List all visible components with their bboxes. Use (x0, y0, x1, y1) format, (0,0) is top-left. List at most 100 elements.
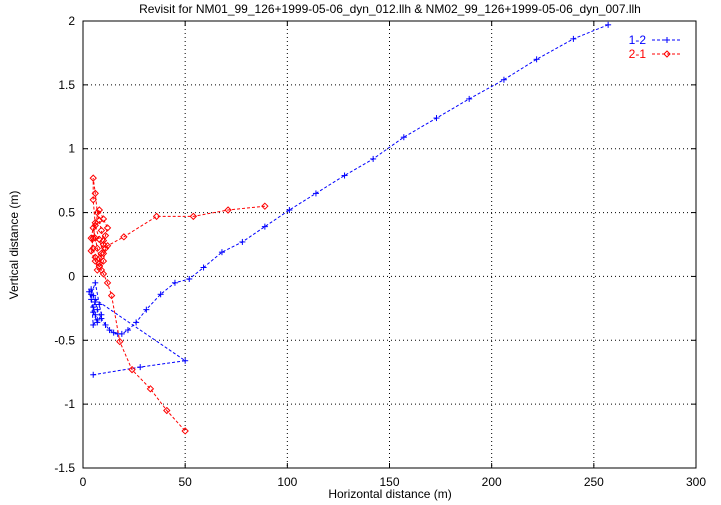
data-point (97, 226, 106, 235)
legend-marker (663, 50, 671, 58)
data-point (116, 337, 124, 346)
data-point (99, 236, 108, 245)
data-point (143, 306, 150, 313)
data-point (107, 291, 116, 300)
series-1 (86, 21, 612, 378)
data-point (99, 249, 108, 258)
legend: 1-22-1 (629, 33, 682, 61)
data-point (103, 279, 112, 287)
data-point (171, 279, 178, 286)
data-point (88, 291, 95, 298)
series-line (90, 178, 265, 432)
data-point (133, 319, 140, 326)
data-point (186, 275, 193, 282)
data-point (146, 385, 155, 393)
data-point (90, 309, 97, 316)
data-point (152, 212, 161, 221)
data-point (128, 365, 136, 374)
data-point (120, 233, 128, 241)
data-point (91, 189, 99, 198)
data-point (370, 155, 377, 162)
plot-area-frame (82, 20, 697, 469)
data-point (95, 262, 104, 270)
data-point (94, 306, 101, 313)
data-point (400, 134, 407, 141)
data-point (110, 329, 117, 336)
x-tick-label: 250 (584, 475, 604, 489)
data-point (99, 240, 108, 249)
series-line (88, 24, 609, 376)
x-tick-label: 50 (178, 475, 192, 489)
y-axis-label: Vertical distance (m) (7, 191, 21, 300)
series-layer (86, 21, 612, 435)
data-point (224, 206, 232, 214)
y-tick-label: 1.5 (58, 78, 75, 92)
data-point (341, 172, 348, 179)
data-point (89, 196, 97, 204)
data-point (181, 427, 189, 435)
y-tick-label: 1 (68, 142, 75, 156)
y-tick-label: -0.5 (54, 333, 75, 347)
data-point (312, 190, 319, 197)
data-point (182, 357, 189, 364)
data-point (89, 224, 97, 232)
data-point (90, 321, 97, 328)
data-point (605, 21, 612, 28)
data-point (101, 231, 110, 240)
data-point (261, 223, 268, 230)
x-tick-label: 0 (80, 475, 87, 489)
data-point (466, 95, 473, 102)
data-point (570, 35, 577, 42)
data-point (533, 56, 540, 63)
series-2 (87, 174, 269, 435)
data-point (87, 247, 95, 255)
data-point (106, 327, 113, 334)
y-tick-label: -1 (64, 397, 75, 411)
data-point (286, 207, 293, 214)
data-point (90, 371, 97, 378)
legend-label: 1-2 (629, 33, 647, 47)
y-tick-label: -1.5 (54, 461, 75, 475)
data-point (218, 249, 225, 256)
data-point (92, 279, 99, 286)
data-point (98, 311, 105, 318)
data-point (87, 234, 95, 242)
y-tick-label: 0.5 (58, 206, 75, 220)
data-point (124, 327, 131, 334)
x-tick-label: 200 (482, 475, 502, 489)
y-tick-label: 2 (68, 14, 75, 28)
ticks: 0 50 100 150 200 250 300 -1.5 -1 -0.5 0 0.5 1 1.5 2 (54, 14, 706, 489)
legend-marker (664, 37, 670, 43)
data-point (433, 115, 440, 122)
data-point (102, 321, 109, 328)
data-point (93, 208, 102, 217)
x-tick-label: 150 (379, 475, 399, 489)
chart-title: Revisit for NM01_99_126+1999-05-06_dyn_0… (139, 2, 641, 16)
legend-label: 2-1 (629, 47, 647, 61)
x-axis-label: Horizontal distance (m) (328, 487, 451, 501)
data-point (97, 249, 106, 258)
data-point (157, 291, 164, 298)
data-point (99, 270, 108, 278)
x-tick-label: 100 (277, 475, 297, 489)
data-point (89, 174, 97, 182)
data-point (99, 215, 108, 223)
data-point (163, 406, 171, 415)
data-point (94, 319, 101, 326)
data-point (96, 301, 103, 308)
data-point (92, 296, 99, 303)
data-point (239, 238, 246, 245)
data-point (200, 264, 207, 271)
data-point (189, 212, 198, 221)
data-point (103, 224, 112, 232)
data-point (91, 219, 99, 227)
data-point (91, 253, 99, 261)
data-point (95, 206, 104, 214)
y-tick-label: 0 (68, 269, 75, 283)
data-point (89, 234, 97, 242)
data-point (90, 304, 97, 311)
x-tick-label: 300 (686, 475, 706, 489)
data-point (500, 76, 507, 83)
data-point (137, 364, 144, 371)
